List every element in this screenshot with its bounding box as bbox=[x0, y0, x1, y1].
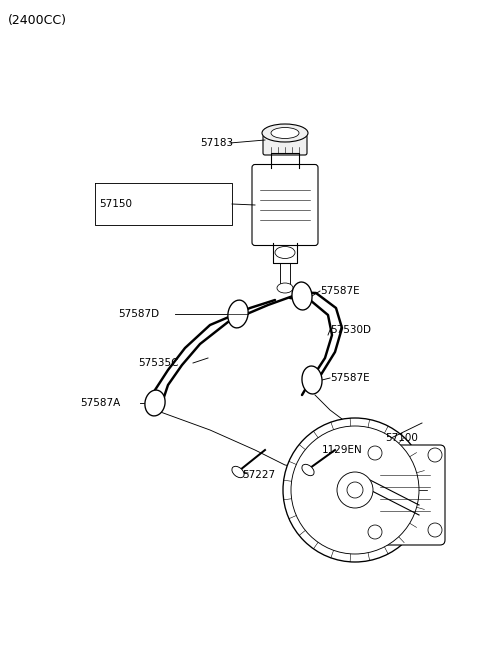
Ellipse shape bbox=[302, 366, 322, 394]
Circle shape bbox=[347, 482, 363, 498]
Circle shape bbox=[283, 418, 427, 562]
Text: 57183: 57183 bbox=[200, 138, 233, 148]
FancyBboxPatch shape bbox=[252, 165, 318, 245]
Text: 57535C: 57535C bbox=[138, 358, 179, 368]
FancyBboxPatch shape bbox=[263, 135, 307, 155]
Text: 57530D: 57530D bbox=[330, 325, 371, 335]
Text: 57587E: 57587E bbox=[330, 373, 370, 383]
Ellipse shape bbox=[145, 390, 165, 416]
FancyBboxPatch shape bbox=[365, 445, 445, 545]
Ellipse shape bbox=[277, 283, 293, 293]
Ellipse shape bbox=[262, 124, 308, 142]
Ellipse shape bbox=[232, 466, 244, 478]
Ellipse shape bbox=[302, 464, 314, 476]
Ellipse shape bbox=[275, 247, 295, 258]
Circle shape bbox=[291, 426, 419, 554]
Circle shape bbox=[368, 446, 382, 460]
Circle shape bbox=[428, 523, 442, 537]
Ellipse shape bbox=[228, 300, 248, 328]
Circle shape bbox=[428, 448, 442, 462]
Text: 57587D: 57587D bbox=[118, 309, 159, 319]
Text: (2400CC): (2400CC) bbox=[8, 14, 67, 27]
Circle shape bbox=[368, 525, 382, 539]
Text: 57100: 57100 bbox=[385, 433, 418, 443]
Text: 1129EN: 1129EN bbox=[322, 445, 363, 455]
Ellipse shape bbox=[271, 127, 299, 138]
Ellipse shape bbox=[292, 282, 312, 310]
Text: 57587E: 57587E bbox=[320, 286, 360, 296]
Text: 57150: 57150 bbox=[99, 199, 132, 209]
Text: 57587A: 57587A bbox=[80, 398, 120, 408]
Text: 57227: 57227 bbox=[242, 470, 275, 480]
Circle shape bbox=[337, 472, 373, 508]
